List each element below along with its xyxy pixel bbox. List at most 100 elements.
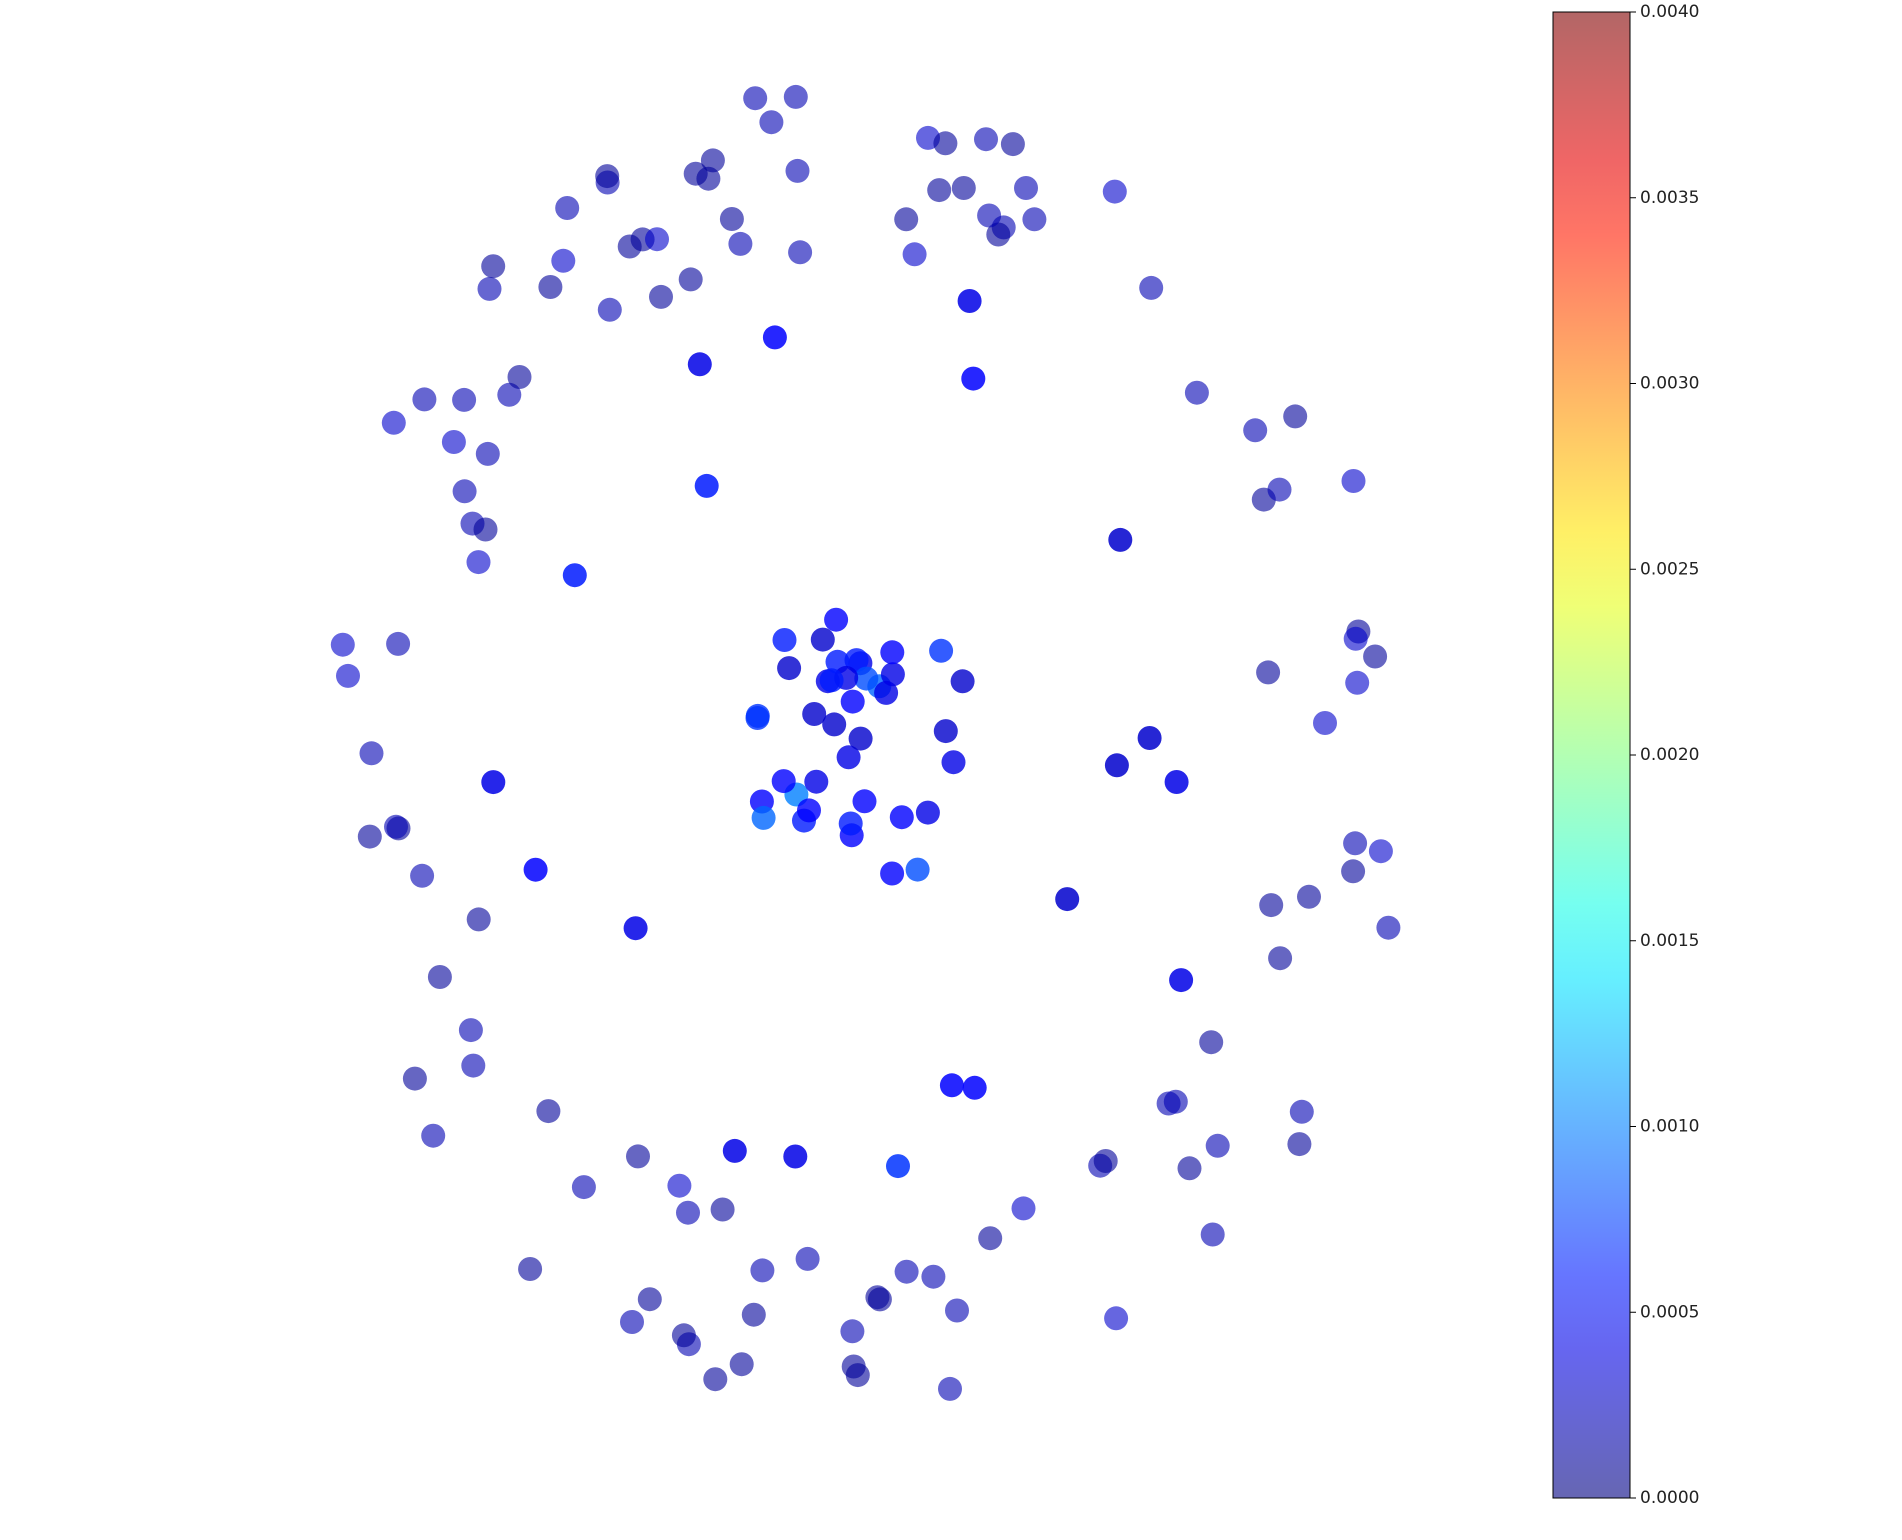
node — [933, 719, 958, 744]
node — [555, 196, 580, 220]
node — [671, 1323, 696, 1348]
node — [402, 1066, 427, 1091]
node — [452, 387, 477, 412]
node — [844, 648, 869, 673]
node — [743, 86, 768, 111]
node — [867, 1287, 892, 1312]
node — [915, 800, 940, 825]
node — [902, 242, 927, 267]
node — [941, 750, 966, 775]
colorbar: 0.0000 0.0005 0.0010 0.0015 0.0020 0.0025 0.00… — [1552, 2, 1699, 1508]
node — [466, 907, 491, 932]
node — [927, 178, 952, 203]
node — [933, 131, 958, 156]
node — [929, 638, 954, 663]
node — [497, 382, 522, 407]
node — [894, 207, 919, 232]
node — [1313, 711, 1337, 735]
node — [1164, 770, 1189, 794]
node — [676, 1200, 700, 1225]
node — [597, 297, 622, 322]
node — [797, 798, 821, 823]
node — [623, 916, 648, 941]
node — [822, 712, 847, 737]
node — [386, 631, 411, 656]
node — [1104, 753, 1129, 778]
node — [1268, 946, 1293, 971]
node — [889, 805, 914, 830]
node — [1297, 884, 1321, 909]
node — [1199, 1030, 1224, 1055]
node — [819, 668, 844, 693]
node — [852, 789, 877, 814]
node — [427, 965, 452, 989]
node — [1259, 893, 1284, 918]
node — [874, 680, 899, 705]
node — [710, 1197, 735, 1222]
node — [719, 207, 744, 231]
node — [905, 857, 930, 882]
colorbar-tick-label: 0.0020 — [1640, 745, 1699, 765]
node — [1363, 644, 1388, 669]
node — [741, 1302, 766, 1327]
node — [330, 632, 355, 657]
network — [330, 84, 1401, 1401]
node — [728, 231, 753, 256]
node — [951, 176, 976, 200]
node — [880, 640, 905, 665]
node — [536, 1099, 561, 1124]
node — [410, 863, 435, 888]
node — [667, 1173, 692, 1198]
colorbar-tick-label: 0.0025 — [1640, 559, 1699, 579]
node — [977, 203, 1002, 228]
node — [804, 769, 829, 794]
node — [359, 741, 384, 766]
node — [840, 689, 865, 714]
node — [1200, 1222, 1225, 1247]
colorbar-tick-label: 0.0005 — [1640, 1302, 1699, 1322]
node — [507, 365, 532, 389]
node — [620, 1310, 644, 1334]
colorbar-fill — [1552, 11, 1631, 1499]
node — [1343, 831, 1368, 856]
node — [848, 726, 873, 751]
node — [649, 284, 673, 309]
node — [1267, 477, 1292, 502]
node — [1376, 915, 1401, 940]
node — [696, 166, 721, 191]
node — [750, 1258, 775, 1283]
node — [1055, 887, 1080, 912]
node — [1341, 859, 1366, 884]
node — [381, 410, 406, 435]
node — [523, 857, 548, 882]
node — [473, 517, 498, 542]
colorbar-tick-label: 0.0015 — [1640, 931, 1699, 951]
colorbar-tick-label: 0.0000 — [1640, 1488, 1699, 1508]
node — [783, 84, 808, 109]
node — [788, 240, 813, 265]
node — [838, 811, 863, 836]
node — [571, 1175, 596, 1200]
node — [617, 234, 642, 259]
node — [854, 666, 879, 691]
node — [1000, 132, 1025, 157]
node — [759, 110, 784, 135]
node — [458, 1018, 483, 1043]
node — [441, 430, 466, 454]
node — [771, 769, 796, 794]
node — [1256, 660, 1281, 685]
node — [595, 164, 620, 189]
node — [1022, 207, 1047, 232]
node — [452, 479, 477, 504]
node — [950, 669, 975, 694]
node — [939, 1073, 964, 1098]
node — [745, 703, 770, 728]
node — [481, 254, 506, 279]
node — [1011, 1196, 1036, 1221]
node — [795, 1246, 820, 1271]
node — [1108, 527, 1133, 552]
node — [824, 607, 849, 632]
colorbar-tick-label: 0.0040 — [1640, 2, 1699, 22]
node — [562, 563, 587, 588]
